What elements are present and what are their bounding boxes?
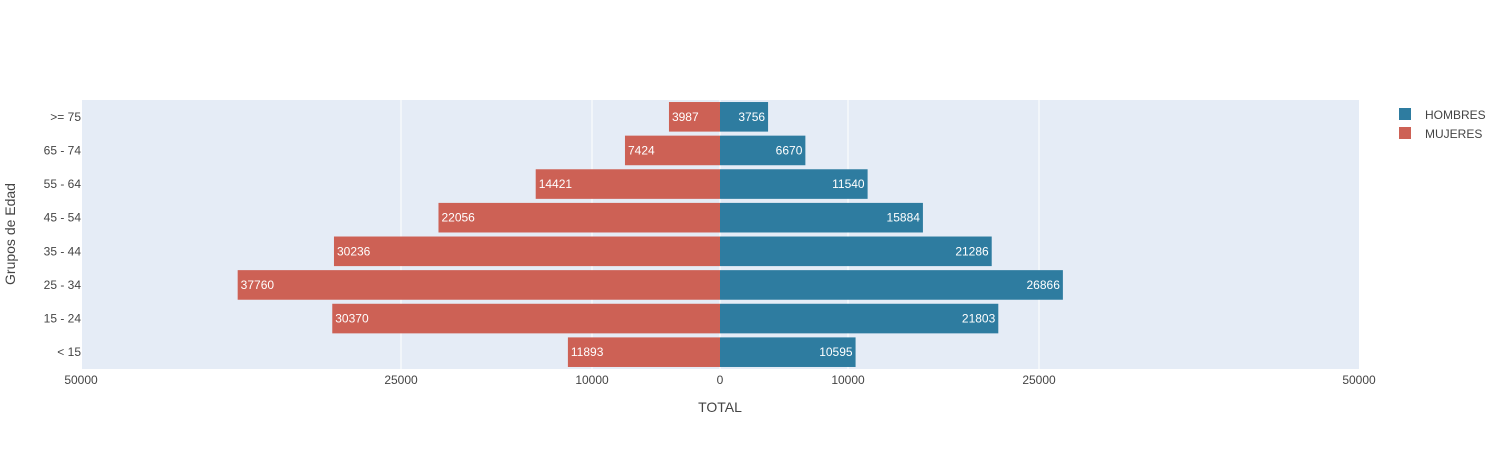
legend-swatch-hombres[interactable] bbox=[1399, 108, 1411, 120]
bar-hombres bbox=[720, 337, 856, 367]
y-tick-label: 35 - 44 bbox=[44, 244, 82, 258]
bar-hombres bbox=[720, 135, 806, 166]
x-tick-label: 25000 bbox=[1022, 373, 1056, 387]
y-tick-label: < 15 bbox=[57, 345, 81, 359]
bar-value-label: 22056 bbox=[441, 211, 475, 225]
bar-mujeres bbox=[237, 270, 720, 300]
bar-hombres bbox=[720, 202, 923, 233]
bar-value-label: 7424 bbox=[628, 143, 655, 157]
bar-mujeres bbox=[668, 102, 720, 132]
bar-hombres bbox=[720, 236, 992, 267]
y-tick-label: 15 - 24 bbox=[44, 312, 82, 326]
y-tick-label: 45 - 54 bbox=[44, 211, 82, 225]
y-tick-label: >= 75 bbox=[50, 110, 81, 124]
bar-value-label: 11893 bbox=[571, 345, 604, 359]
bar-hombres bbox=[720, 102, 769, 132]
bar-hombres bbox=[720, 270, 1063, 300]
y-axis-ticks: < 15 15 - 24 25 - 34 35 - 44 45 - 54 55 - 64 6… bbox=[44, 110, 82, 359]
bar-mujeres bbox=[438, 202, 720, 233]
bar-value-label: 21803 bbox=[962, 312, 996, 326]
bar-value-label: 30236 bbox=[337, 244, 371, 258]
bar-value-label: 14421 bbox=[539, 177, 573, 191]
bar-mujeres bbox=[333, 236, 720, 267]
bar-mujeres bbox=[332, 303, 720, 334]
legend-label-mujeres[interactable]: MUJERES bbox=[1425, 127, 1482, 141]
bar-hombres bbox=[720, 303, 999, 334]
bar-value-label: 3756 bbox=[738, 110, 765, 124]
x-axis-ticks: 50000 25000 10000 0 10000 25000 50000 bbox=[64, 373, 1376, 387]
x-tick-label: 0 bbox=[717, 373, 724, 387]
bars bbox=[237, 102, 1063, 367]
bar-value-label: 6670 bbox=[776, 143, 803, 157]
x-tick-label: 10000 bbox=[575, 373, 609, 387]
x-axis-title: TOTAL bbox=[698, 399, 742, 415]
bar-mujeres bbox=[624, 135, 720, 166]
y-tick-label: 55 - 64 bbox=[44, 177, 82, 191]
x-tick-label: 10000 bbox=[831, 373, 865, 387]
x-tick-label: 25000 bbox=[384, 373, 418, 387]
bar-value-label: 37760 bbox=[241, 278, 275, 292]
bar-mujeres bbox=[535, 169, 720, 199]
bar-hombres bbox=[720, 169, 868, 199]
legend-label-hombres[interactable]: HOMBRES bbox=[1425, 108, 1486, 122]
bar-value-label: 21286 bbox=[955, 244, 989, 258]
x-tick-label: 50000 bbox=[64, 373, 98, 387]
x-tick-label: 50000 bbox=[1342, 373, 1376, 387]
legend-swatch-mujeres[interactable] bbox=[1399, 127, 1411, 139]
y-tick-label: 65 - 74 bbox=[44, 143, 82, 157]
bar-value-label: 10595 bbox=[819, 345, 853, 359]
bar-value-label: 11540 bbox=[832, 177, 865, 191]
bar-mujeres bbox=[567, 337, 720, 367]
bar-value-label: 3987 bbox=[672, 110, 699, 124]
bar-labels: 10595 11893 21803 30370 26866 37760 21286 30236… bbox=[241, 110, 1061, 359]
y-axis-title: Grupos de Edad bbox=[2, 183, 18, 285]
legend: HOMBRES MUJERES bbox=[1399, 108, 1486, 141]
bar-value-label: 30370 bbox=[335, 312, 369, 326]
bar-value-label: 15884 bbox=[887, 211, 921, 225]
bar-value-label: 26866 bbox=[1027, 278, 1061, 292]
y-tick-label: 25 - 34 bbox=[44, 278, 82, 292]
